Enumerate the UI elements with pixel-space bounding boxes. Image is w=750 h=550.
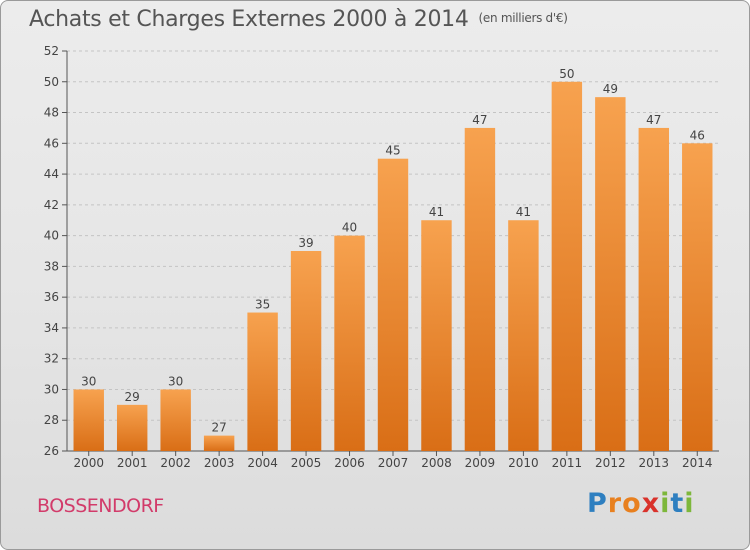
bar-2010 [508,220,539,451]
data-label-2004: 35 [255,298,270,312]
bar-2013 [638,127,670,451]
xtick-label-2001: 2001 [117,456,148,470]
data-label-2005: 39 [298,236,313,250]
ytick-label-52: 52 [44,44,59,58]
xtick-label-2002: 2002 [160,456,191,470]
logo-letter: t [670,488,685,519]
xtick-label-2006: 2006 [334,456,365,470]
logo-letter: r [607,488,623,519]
data-label-2008: 41 [429,205,444,219]
xtick-label-2007: 2007 [378,456,409,470]
logo-letter: o [622,488,642,519]
ytick-label-26: 26 [44,444,59,458]
bar-2011 [551,81,583,452]
ytick-label-32: 32 [44,352,59,366]
ytick-label-48: 48 [44,106,59,120]
bar-2003 [203,435,235,451]
bar-2007 [377,158,409,451]
xtick-label-2004: 2004 [247,456,278,470]
xtick-label-2005: 2005 [291,456,322,470]
xtick-label-2012: 2012 [595,456,626,470]
xtick-label-2000: 2000 [73,456,104,470]
ytick-label-34: 34 [44,321,59,335]
data-label-2000: 30 [81,374,96,388]
data-label-2003: 27 [211,421,226,435]
ytick-label-42: 42 [44,198,59,212]
bar-2004 [247,312,278,451]
bar-2001 [116,404,148,451]
data-label-2014: 46 [690,128,705,142]
ytick-label-50: 50 [44,75,59,89]
data-label-2013: 47 [646,113,661,127]
bar-2005 [290,251,322,451]
bar-2006 [334,235,365,451]
data-label-2011: 50 [559,67,574,81]
ytick-label-38: 38 [44,259,59,273]
xtick-label-2003: 2003 [204,456,235,470]
ytick-label-30: 30 [44,382,59,396]
xtick-label-2008: 2008 [421,456,452,470]
bar-2000 [73,389,104,451]
data-label-2012: 49 [603,82,618,96]
chart-title-text: Achats et Charges Externes 2000 à 2014 [29,7,469,32]
ytick-label-36: 36 [44,290,59,304]
ytick-label-46: 46 [44,136,59,150]
bar-2012 [595,97,626,452]
xtick-label-2010: 2010 [508,456,539,470]
data-label-2009: 47 [472,113,487,127]
data-label-2007: 45 [385,144,400,158]
bar-2002 [160,389,191,451]
bar-2008 [421,220,452,451]
ytick-label-44: 44 [44,167,59,181]
chart-subtitle: (en milliers d'€) [478,11,568,25]
bar-2009 [464,127,496,451]
logo-letter: i [660,488,671,519]
ytick-label-40: 40 [44,229,59,243]
axes: 26 28 30 32 34 36 38 40 42 44 46 48 50 52 2000 2001 2002… [44,44,719,470]
logo-letter: i [684,488,695,519]
bar-2014 [682,143,713,452]
data-labels: 30 29 30 27 35 39 40 45 41 47 41 50 49 47 46 [81,67,705,435]
xtick-label-2009: 2009 [465,456,496,470]
proxiti-logo[interactable]: Proxiti [587,488,695,519]
data-label-2010: 41 [516,205,531,219]
commune-name: BOSSENDORF [37,495,164,517]
logo-letter: P [587,488,608,519]
data-label-2001: 29 [125,390,140,404]
xtick-label-2014: 2014 [682,456,713,470]
data-label-2006: 40 [342,221,357,235]
chart-title: Achats et Charges Externes 2000 à 2014 (e… [29,7,568,32]
data-label-2002: 30 [168,374,183,388]
xtick-label-2011: 2011 [552,456,583,470]
ytick-label-28: 28 [44,413,59,427]
logo-letter: x [641,488,661,519]
xtick-label-2013: 2013 [639,456,670,470]
bars [73,81,713,452]
